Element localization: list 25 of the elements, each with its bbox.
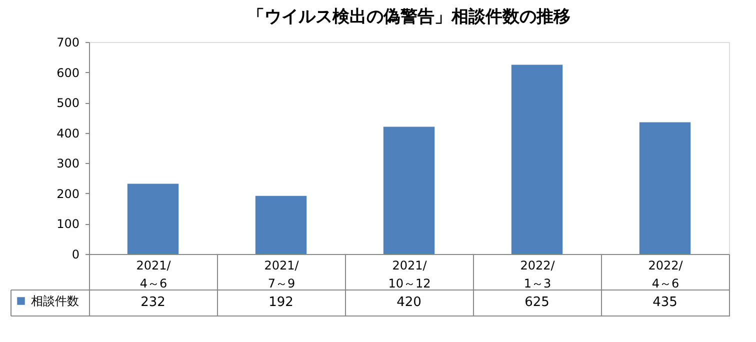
bar (127, 184, 179, 254)
x-tick-label: 2021/ 4～6 (136, 258, 172, 290)
y-tick-label: 300 (56, 156, 80, 171)
data-label: 232 (140, 295, 166, 310)
y-tick-label: 500 (56, 96, 80, 110)
bar (639, 122, 691, 254)
data-label: 420 (396, 295, 422, 310)
y-tick-label: 0 (72, 248, 80, 262)
y-tick-label: 400 (56, 126, 80, 140)
legend-label: 相談件数 (31, 294, 79, 308)
data-label: 192 (268, 295, 294, 310)
bar (511, 64, 563, 254)
x-tick-label: 2022/ 4～6 (648, 258, 684, 290)
x-tick-label: 2022/ 1～3 (520, 258, 556, 290)
chart-title: 「ウイルス検出の偽警告」相談件数の推移 (248, 7, 570, 27)
bar (383, 126, 435, 254)
y-tick-label: 700 (56, 36, 80, 50)
x-tick-label: 2021/ 10～12 (388, 258, 431, 290)
y-tick-label: 600 (56, 66, 80, 80)
data-label: 625 (524, 295, 550, 310)
y-tick-label: 100 (56, 217, 80, 232)
x-tick-label: 2021/ 7～9 (264, 258, 300, 290)
y-tick-label: 200 (56, 186, 80, 201)
bar (255, 196, 307, 254)
data-label: 435 (652, 295, 678, 310)
